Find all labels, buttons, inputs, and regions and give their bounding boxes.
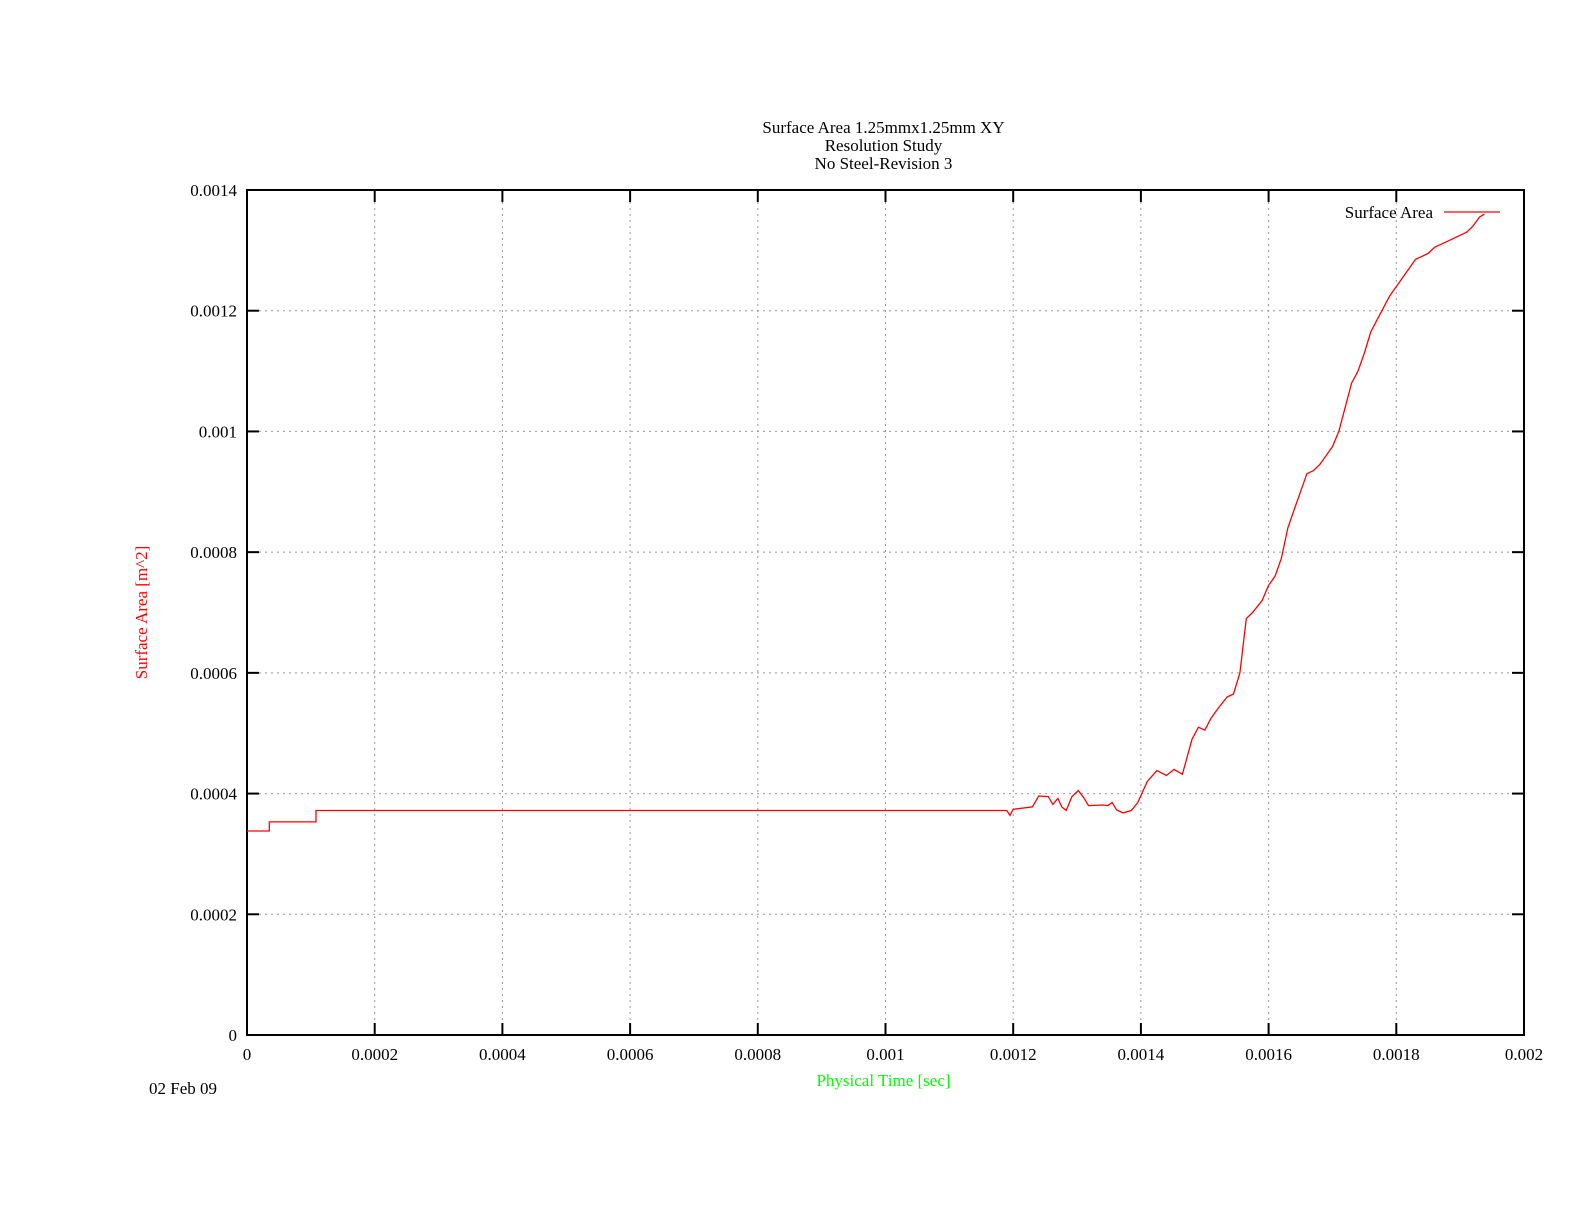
y-tick-label: 0.0008 <box>190 543 237 562</box>
y-tick-label: 0.0004 <box>190 785 237 804</box>
legend-label: Surface Area <box>1345 203 1434 222</box>
series-line <box>247 213 1485 832</box>
x-tick-label: 0 <box>243 1045 252 1064</box>
axes <box>246 189 1525 1036</box>
y-tick-label: 0.0006 <box>190 664 237 683</box>
x-tick-label: 0.0012 <box>990 1045 1037 1064</box>
x-tick-label: 0.002 <box>1505 1045 1543 1064</box>
x-tick-label: 0.0016 <box>1245 1045 1292 1064</box>
plot-series <box>247 213 1485 832</box>
chart-title-line: No Steel-Revision 3 <box>815 154 953 173</box>
y-tick-label: 0.0014 <box>190 181 237 200</box>
x-tick-label: 0.0006 <box>607 1045 654 1064</box>
y-tick-label: 0.001 <box>199 422 237 441</box>
chart-title-line: Resolution Study <box>825 136 943 155</box>
x-tick-label: 0.0014 <box>1118 1045 1165 1064</box>
footer-date: 02 Feb 09 <box>149 1079 217 1098</box>
legend: Surface Area <box>1345 203 1500 222</box>
x-tick-label: 0.0018 <box>1373 1045 1420 1064</box>
chart-title-line: Surface Area 1.25mmx1.25mm XY <box>762 118 1004 137</box>
x-tick-label: 0.0002 <box>351 1045 398 1064</box>
y-tick-label: 0.0002 <box>190 905 237 924</box>
y-tick-label: 0 <box>229 1026 238 1045</box>
x-tick-label: 0.0004 <box>479 1045 526 1064</box>
y-tick-label: 0.0012 <box>190 302 237 321</box>
x-axis-label: Physical Time [sec] <box>816 1071 950 1090</box>
plot-frame <box>246 189 1525 1036</box>
grid-lines <box>247 190 1524 1035</box>
chart-labels: 0 0.0002 0.0004 0.0006 0.0008 0.001 0.0012 0.00… <box>132 118 1543 1090</box>
y-axis-label: Surface Area [m^2] <box>132 546 151 680</box>
x-tick-label: 0.001 <box>866 1045 904 1064</box>
x-tick-label: 0.0008 <box>734 1045 781 1064</box>
